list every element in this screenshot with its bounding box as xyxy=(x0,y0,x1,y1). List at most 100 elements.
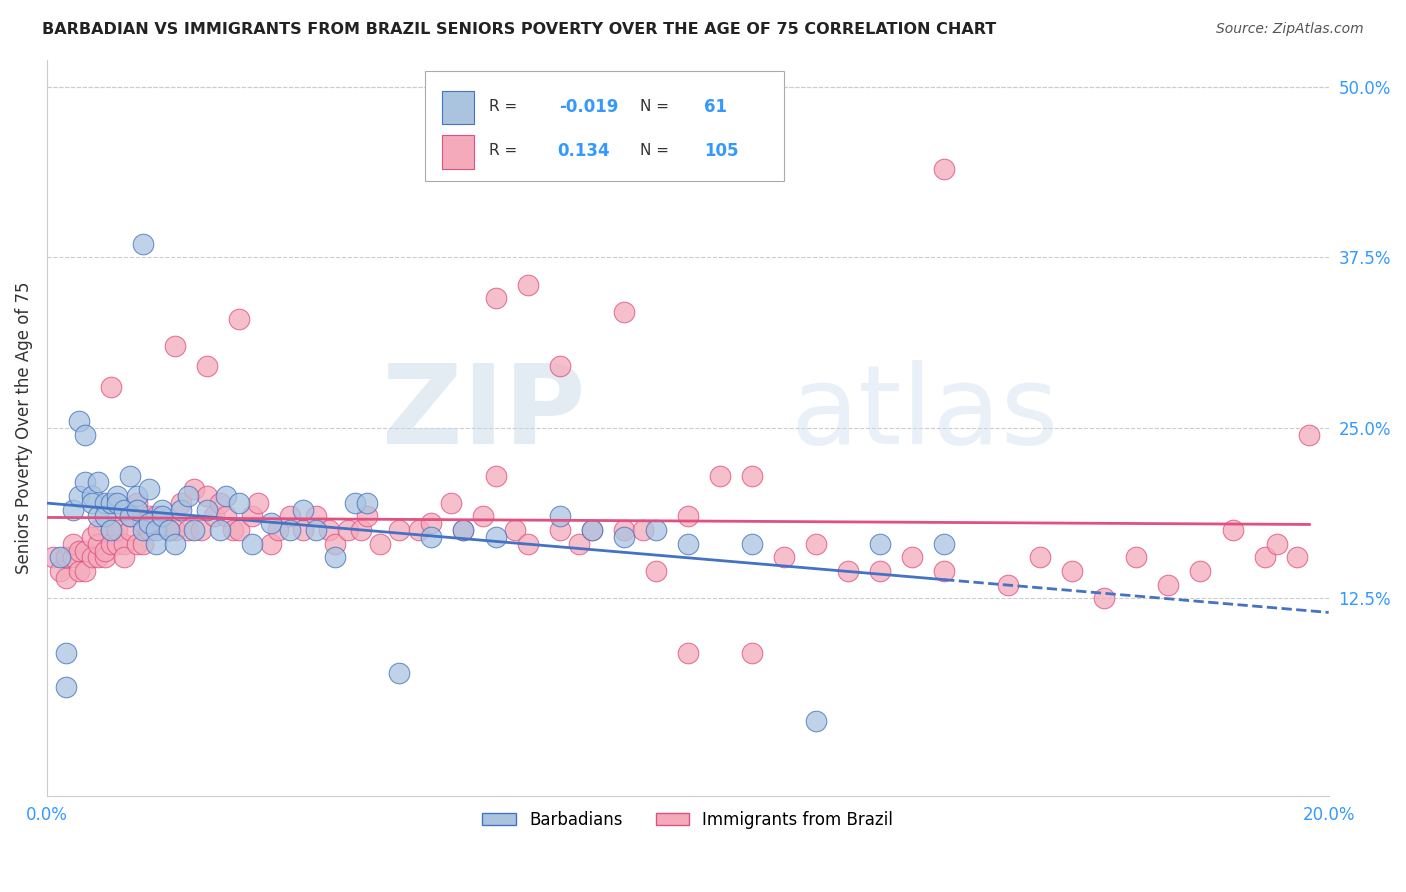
Point xyxy=(1285,550,1308,565)
Point xyxy=(132,537,155,551)
Point xyxy=(48,550,70,565)
Text: R =: R = xyxy=(489,144,522,159)
Point xyxy=(228,523,250,537)
Point xyxy=(105,496,128,510)
Point xyxy=(132,236,155,251)
Point xyxy=(548,359,571,374)
Point xyxy=(215,509,238,524)
Point xyxy=(62,537,84,551)
Point xyxy=(548,523,571,537)
Point xyxy=(125,489,148,503)
Point xyxy=(503,523,526,537)
Point xyxy=(105,489,128,503)
Text: 105: 105 xyxy=(704,142,740,160)
Point xyxy=(120,509,142,524)
Point xyxy=(48,564,70,578)
Text: R =: R = xyxy=(489,99,522,114)
Text: N =: N = xyxy=(640,99,675,114)
Point xyxy=(471,509,494,524)
Point xyxy=(157,523,180,537)
Text: N =: N = xyxy=(640,144,675,159)
Point xyxy=(305,523,328,537)
Point xyxy=(222,523,245,537)
Point xyxy=(183,482,205,496)
Point xyxy=(1222,523,1244,537)
Y-axis label: Seniors Poverty Over the Age of 75: Seniors Poverty Over the Age of 75 xyxy=(15,282,32,574)
Point xyxy=(368,537,391,551)
Point xyxy=(516,537,538,551)
Point xyxy=(869,537,891,551)
Point xyxy=(87,509,110,524)
Point xyxy=(932,537,955,551)
Point xyxy=(100,380,122,394)
Point xyxy=(741,468,763,483)
Point xyxy=(581,523,603,537)
Text: atlas: atlas xyxy=(790,359,1059,467)
Point xyxy=(548,509,571,524)
Point xyxy=(869,564,891,578)
Point xyxy=(613,530,636,544)
Point xyxy=(208,496,231,510)
Point xyxy=(105,537,128,551)
Point xyxy=(581,523,603,537)
Point xyxy=(150,509,173,524)
Point xyxy=(145,523,167,537)
Point xyxy=(388,523,411,537)
Point xyxy=(80,550,103,565)
Point xyxy=(240,509,263,524)
Point xyxy=(388,666,411,681)
Legend: Barbadians, Immigrants from Brazil: Barbadians, Immigrants from Brazil xyxy=(475,805,900,836)
Text: 0.134: 0.134 xyxy=(557,142,610,160)
Point xyxy=(125,502,148,516)
Point xyxy=(997,577,1019,591)
Point xyxy=(228,496,250,510)
Point xyxy=(195,489,218,503)
Point xyxy=(260,516,283,531)
Point xyxy=(676,509,699,524)
Point xyxy=(292,523,315,537)
Point xyxy=(215,489,238,503)
Point xyxy=(112,537,135,551)
Bar xyxy=(441,136,474,169)
Point xyxy=(170,502,193,516)
Point xyxy=(105,523,128,537)
Point xyxy=(177,489,200,503)
Point xyxy=(138,509,160,524)
Point xyxy=(837,564,859,578)
Point xyxy=(87,537,110,551)
Point xyxy=(87,550,110,565)
Point xyxy=(676,537,699,551)
Point xyxy=(1189,564,1212,578)
Point xyxy=(87,475,110,490)
Point xyxy=(247,496,270,510)
Point xyxy=(260,537,283,551)
Point xyxy=(208,523,231,537)
Text: BARBADIAN VS IMMIGRANTS FROM BRAZIL SENIORS POVERTY OVER THE AGE OF 75 CORRELATI: BARBADIAN VS IMMIGRANTS FROM BRAZIL SENI… xyxy=(42,22,997,37)
Point xyxy=(75,475,97,490)
Point xyxy=(55,680,77,694)
Point xyxy=(190,523,212,537)
Point xyxy=(150,516,173,531)
Point xyxy=(120,523,142,537)
Point xyxy=(292,502,315,516)
Point xyxy=(112,550,135,565)
Point xyxy=(145,537,167,551)
Point xyxy=(440,496,463,510)
Point xyxy=(138,482,160,496)
Point xyxy=(75,564,97,578)
Point xyxy=(93,543,115,558)
Point xyxy=(804,537,827,551)
Point xyxy=(356,496,378,510)
Point xyxy=(87,523,110,537)
Point xyxy=(323,537,346,551)
Point xyxy=(157,523,180,537)
Point xyxy=(67,564,90,578)
Bar xyxy=(441,91,474,124)
Point xyxy=(453,523,475,537)
Point xyxy=(67,414,90,428)
Point xyxy=(266,523,288,537)
Point xyxy=(318,523,340,537)
Point xyxy=(420,516,443,531)
Point xyxy=(195,502,218,516)
Point xyxy=(1298,427,1320,442)
